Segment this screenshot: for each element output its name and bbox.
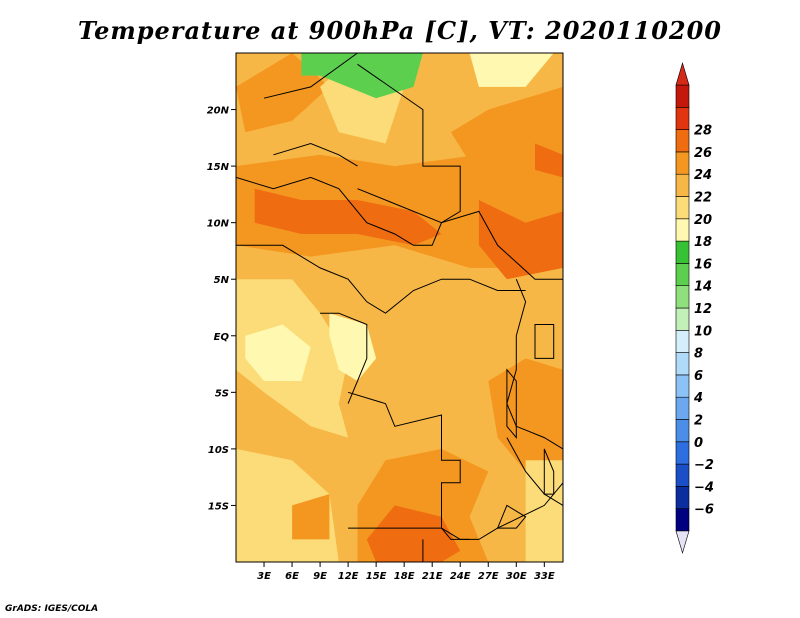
lake-outline <box>496 504 527 529</box>
lon-tick-label: 6E <box>285 571 299 582</box>
latitude-axis: 20N 15N 10N 5N EQ 5S 10S 15S <box>207 106 236 512</box>
colorbar-label: 12 <box>694 302 712 317</box>
lat-tick-label: 15N <box>207 162 230 173</box>
temperature-region <box>245 324 311 381</box>
colorbar-swatch <box>675 84 690 108</box>
colorbar-label: −6 <box>694 503 714 518</box>
chart-title: Temperature at 900hPa [C], VT: 202011020… <box>77 16 723 45</box>
colorbar-label: 4 <box>693 391 703 406</box>
lon-tick-label: 12E <box>338 571 359 582</box>
country-border <box>506 279 563 450</box>
colorbar-swatch <box>675 374 690 398</box>
lon-tick-label: 3E <box>257 571 271 582</box>
lake-outline <box>506 368 517 439</box>
temperature-region <box>450 86 563 178</box>
colorbar-swatch <box>675 463 690 487</box>
colorbar-swatch <box>675 240 690 264</box>
country-border <box>236 176 563 280</box>
colorbar-label: 0 <box>694 436 703 451</box>
lat-tick-label: 15S <box>208 501 229 512</box>
lat-tick-label: 20N <box>207 106 230 117</box>
lon-tick-label: 24E <box>450 571 471 582</box>
colorbar-swatch <box>675 352 690 376</box>
colorbar-swatch <box>675 218 690 242</box>
temperature-region <box>254 188 442 246</box>
colorbar-swatch <box>675 419 690 443</box>
colorbar-over-triangle <box>675 61 690 86</box>
colorbar-label: 16 <box>694 257 712 272</box>
colorbar-swatch <box>675 129 690 153</box>
country-border <box>357 63 461 224</box>
temperature-region <box>469 53 554 87</box>
colorbar-label: 26 <box>694 146 712 161</box>
lon-tick-label: 30E <box>506 571 527 582</box>
colorbar-label: −4 <box>694 480 714 495</box>
colorbar-under-triangle <box>675 530 690 555</box>
colorbar-swatch <box>675 263 690 286</box>
colorbar-swatch <box>675 151 690 175</box>
colorbar-label: 22 <box>694 191 712 206</box>
lon-tick-label: 21E <box>422 571 443 582</box>
country-border <box>236 244 526 314</box>
lon-tick-label: 18E <box>394 571 415 582</box>
lat-tick-label: EQ <box>214 332 230 343</box>
temperature-region <box>478 200 563 280</box>
colorbar-swatch <box>675 329 690 353</box>
lat-tick-label: 10S <box>208 445 229 456</box>
lat-tick-label: 10N <box>207 219 230 230</box>
country-border <box>263 53 358 99</box>
country-borders <box>236 53 563 562</box>
colorbar-swatch <box>675 508 690 532</box>
colorbar-swatch <box>675 173 690 197</box>
country-border <box>506 437 563 506</box>
colorbar-swatch <box>675 107 690 130</box>
colorbar-label: 24 <box>694 168 712 183</box>
colorbar-label: 28 <box>694 124 712 139</box>
colorbar-label: −2 <box>694 458 714 473</box>
colorbar-label: 2 <box>694 414 703 429</box>
temperature-region <box>366 505 461 562</box>
longitude-axis: 3E 6E 9E 12E 15E 18E 21E 24E 27E 30E 33E <box>257 562 555 582</box>
temperature-region <box>292 494 330 540</box>
lat-tick-label: 5N <box>214 275 230 286</box>
colorbar-label: 14 <box>694 280 712 295</box>
lake-outline <box>543 448 555 495</box>
colorbar-label: 18 <box>694 235 712 250</box>
colorbar-swatch <box>675 441 690 465</box>
colorbar-swatch <box>675 196 690 220</box>
lon-tick-label: 9E <box>313 571 327 582</box>
colorbar-label: 6 <box>694 369 703 384</box>
temperature-region <box>301 53 423 99</box>
colorbar-label: 20 <box>694 213 712 228</box>
colorbar-label: 8 <box>694 347 703 362</box>
country-border <box>347 391 563 540</box>
lon-tick-label: 27E <box>478 571 499 582</box>
colorbar-swatch <box>675 486 690 509</box>
colorbar-swatch <box>675 307 690 331</box>
temperature-field <box>236 53 563 562</box>
colorbar-swatch <box>675 285 690 309</box>
lake-outline <box>534 324 555 359</box>
map-frame <box>235 52 564 563</box>
colorbar-swatch <box>675 396 690 420</box>
lat-tick-label: 5S <box>215 388 229 399</box>
country-border <box>348 527 470 540</box>
country-border <box>273 142 358 167</box>
temperature-region <box>422 64 470 133</box>
grads-credit: GrADS: IGES/COLA <box>5 604 99 614</box>
lon-tick-label: 33E <box>534 571 555 582</box>
lon-tick-label: 15E <box>366 571 387 582</box>
colorbar-label: 10 <box>694 324 712 339</box>
country-border <box>320 312 368 404</box>
